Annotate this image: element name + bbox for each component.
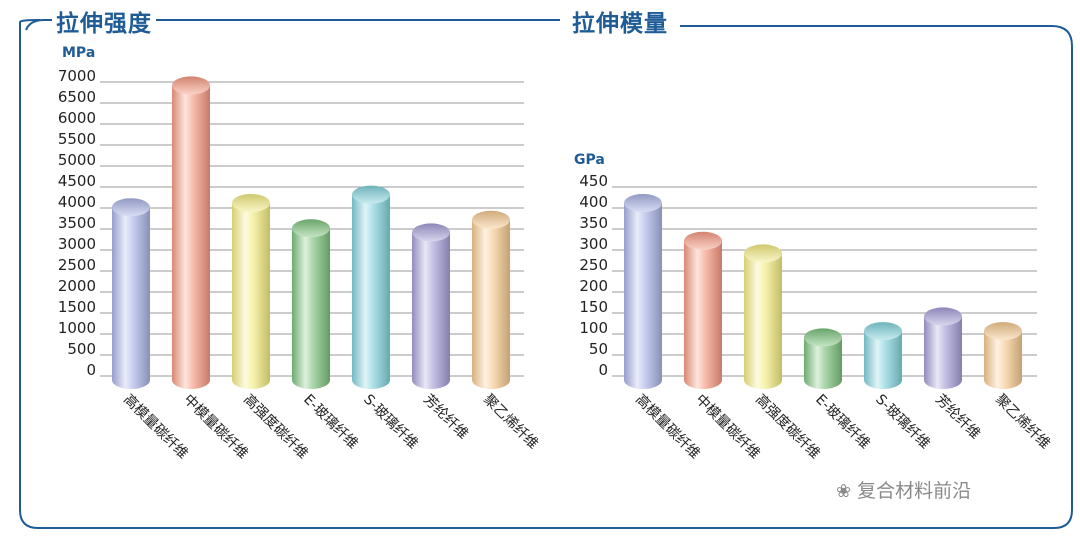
y-tick-label: 2500 <box>58 256 96 274</box>
x-category-label: E-玻璃纤维 <box>300 391 361 452</box>
bar-strength-0 <box>112 198 150 389</box>
y-tick-label: 5000 <box>58 151 96 169</box>
y-tick-label: 1000 <box>58 319 96 337</box>
y-tick-label: 3000 <box>58 235 96 253</box>
x-category-label: 聚乙烯纤维 <box>480 392 541 453</box>
y-tick-label: 0 <box>86 361 96 379</box>
chart-title-modulus: 拉伸模量 <box>568 10 672 38</box>
y-tick-label: 6000 <box>58 109 96 127</box>
bar-modulus-0 <box>624 194 662 389</box>
y-tick-label: 1500 <box>58 298 96 316</box>
y-tick-label: 4000 <box>58 193 96 211</box>
x-category-label: 芳纶纤维 <box>932 391 984 443</box>
y-tick-label: 3500 <box>58 214 96 232</box>
y-tick-label: 350 <box>579 214 608 232</box>
bar-strength-6 <box>472 210 510 389</box>
chart-title-strength: 拉伸强度 <box>52 10 156 38</box>
y-tick-label: 300 <box>579 235 608 253</box>
y-tick-label: 200 <box>579 277 608 295</box>
x-category-label: 聚乙烯纤维 <box>992 392 1053 453</box>
modulus-chart: 450400350300250200150100500高模量碳纤维中模量碳纤维高… <box>579 172 1053 462</box>
y-tick-label: 450 <box>579 172 608 190</box>
y-tick-label: 100 <box>579 319 608 337</box>
bar-modulus-2 <box>744 244 782 389</box>
y-tick-label: 0 <box>598 361 608 379</box>
bar-strength-3 <box>292 219 330 389</box>
bar-modulus-1 <box>684 231 722 389</box>
bar-strength-4 <box>352 185 390 389</box>
x-category-label: 芳纶纤维 <box>420 391 472 443</box>
y-tick-label: 4500 <box>58 172 96 190</box>
y-tick-label: 150 <box>579 298 608 316</box>
y-tick-label: 5500 <box>58 130 96 148</box>
bar-modulus-6 <box>984 322 1022 389</box>
y-tick-label: 250 <box>579 256 608 274</box>
y-tick-label: 50 <box>589 340 608 358</box>
x-category-label: S-玻璃纤维 <box>360 391 421 452</box>
bar-modulus-5 <box>924 307 962 389</box>
wechat-icon: ❀ <box>836 481 852 502</box>
watermark-text: 复合材料前沿 <box>857 480 972 502</box>
x-category-label: E-玻璃纤维 <box>812 391 873 452</box>
bar-modulus-3 <box>804 328 842 389</box>
bar-modulus-4 <box>864 322 902 389</box>
y-tick-label: 400 <box>579 193 608 211</box>
y-tick-label: 7000 <box>58 67 96 85</box>
x-category-label: S-玻璃纤维 <box>872 391 933 452</box>
y-unit-strength: MPa <box>62 45 96 61</box>
y-tick-label: 2000 <box>58 277 96 295</box>
bar-strength-1 <box>172 76 210 390</box>
strength-chart: 7000650060005500500045004000350030002500… <box>58 67 541 462</box>
watermark: ❀ 复合材料前沿 <box>836 476 971 503</box>
bar-strength-5 <box>412 223 450 389</box>
y-unit-modulus: GPa <box>574 152 605 168</box>
bar-strength-2 <box>232 194 270 389</box>
y-tick-label: 500 <box>67 340 96 358</box>
y-tick-label: 6500 <box>58 88 96 106</box>
